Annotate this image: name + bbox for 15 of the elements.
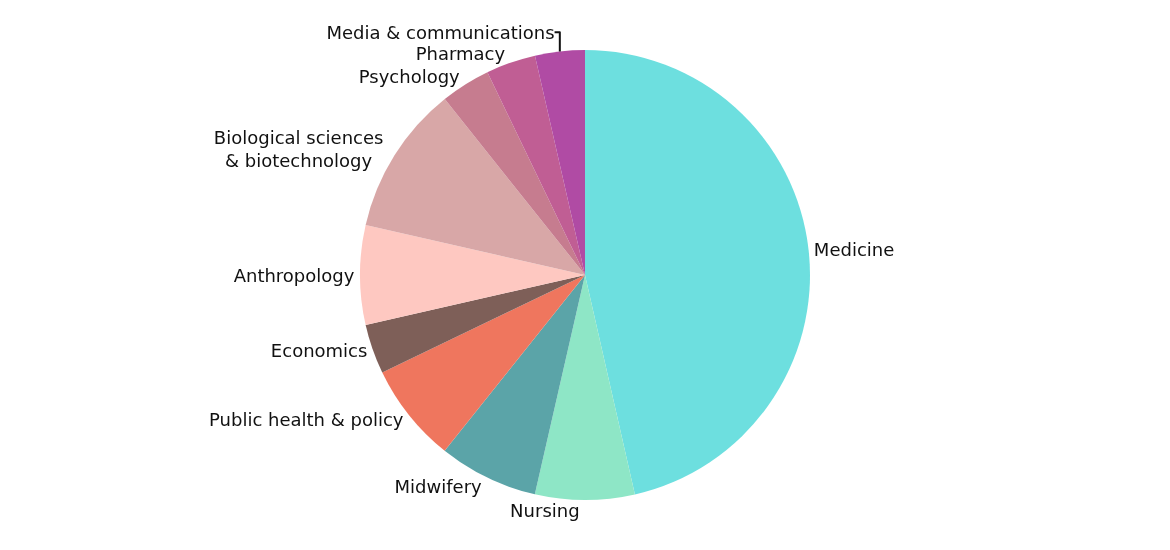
slice-label: Nursing [510,500,580,521]
slice-label: Pharmacy [415,42,506,64]
slice-label: Biological sciences & biotechnology [213,126,384,172]
pie-slice [585,50,810,495]
slice-label: Anthropology [233,264,355,286]
slice-label: Medicine [813,239,895,261]
slice-label: Economics [270,339,368,361]
pie-slice [534,275,635,500]
slice-label: Media & communications [326,21,555,43]
pie-slice [534,50,585,275]
pie-slice [365,275,585,373]
slice-label: Psychology [358,66,461,88]
slice-label: Public health & policy [209,408,404,430]
pie-slice [360,224,585,326]
slice-label: Midwifery [394,475,483,497]
